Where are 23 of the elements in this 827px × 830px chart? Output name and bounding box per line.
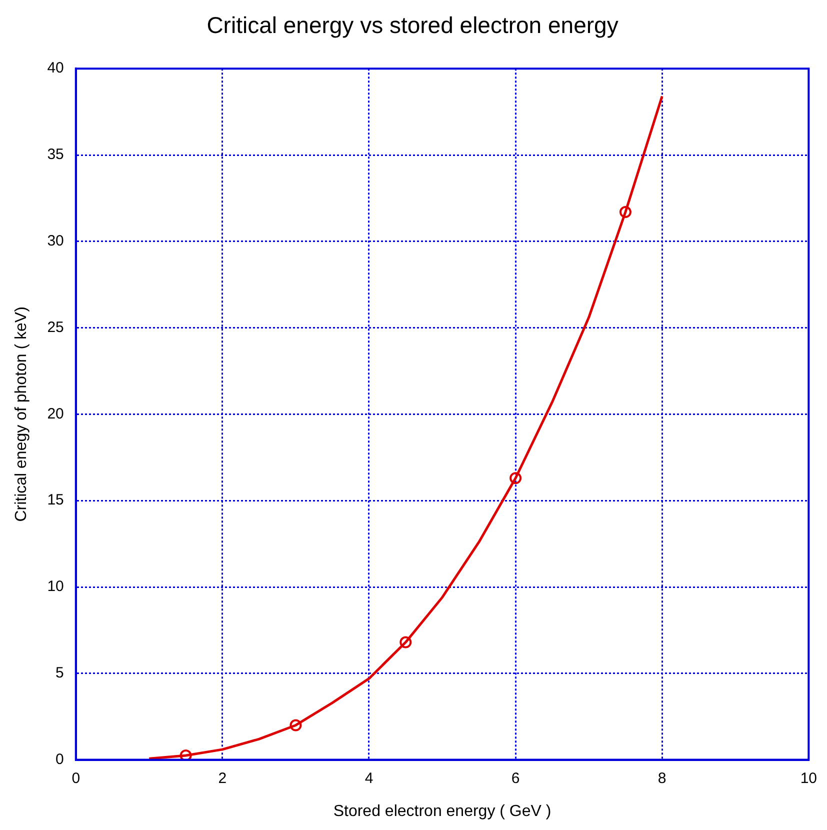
y-tick-label: 10: [47, 578, 64, 596]
y-tick-label: 40: [47, 60, 64, 77]
y-tick-label: 15: [47, 492, 64, 509]
y-tick-label: 0: [56, 750, 64, 768]
x-tick-label: 4: [364, 770, 374, 787]
x-tick-label: 10: [800, 770, 817, 787]
point: [290, 719, 302, 732]
point: [619, 206, 632, 218]
point: [510, 472, 522, 484]
x-tick-label: 6: [511, 770, 520, 787]
x-tick-label: 0: [72, 770, 80, 787]
x-tick-label: 8: [658, 770, 666, 787]
x-tick-label: 2: [218, 770, 227, 787]
y-tick-label: 20: [47, 405, 64, 422]
y-axis-title: Critical enegy of photon ( keV): [13, 306, 30, 522]
y-tick-label: 25: [47, 318, 64, 336]
y-tick-label: 30: [47, 232, 64, 250]
y-tick-label: 35: [47, 146, 64, 164]
point: [180, 749, 192, 760]
chart-title: Critical energy vs stored electron energy: [206, 12, 619, 38]
x-axis-title: Stored electron energy ( GeV ): [333, 802, 552, 820]
y-tick-label: 5: [56, 664, 64, 682]
point: [400, 636, 412, 648]
